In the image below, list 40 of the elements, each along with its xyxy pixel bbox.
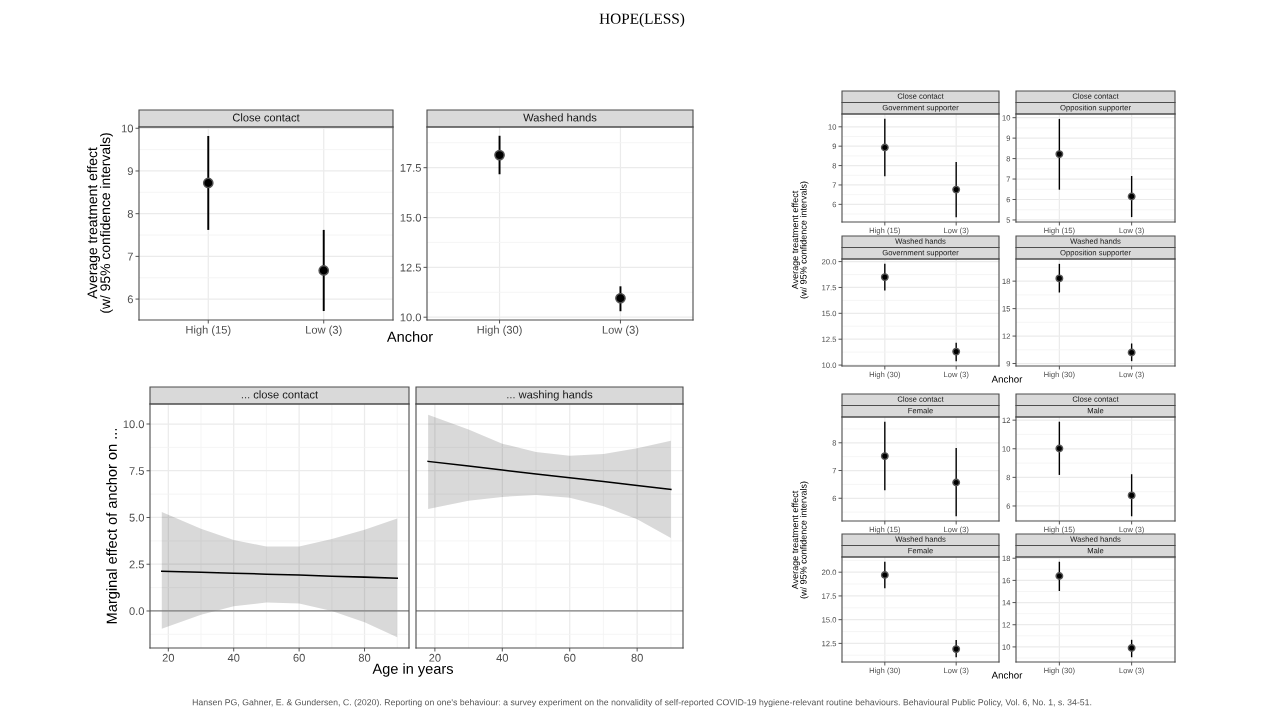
x-tick-label: 80 bbox=[631, 653, 643, 662]
x-axis-title: Anchor bbox=[991, 671, 1023, 679]
y-axis-title: Average treatment effect (w/ 95% confidence intervals) bbox=[87, 133, 113, 313]
x-tick-label: Low (3) bbox=[602, 325, 639, 336]
y-tick-label: 9 bbox=[127, 167, 133, 176]
x-tick-label: 40 bbox=[496, 653, 509, 662]
x-axis-title: Age in years bbox=[372, 663, 454, 677]
x-tick-label: 20 bbox=[429, 653, 441, 662]
chart-title: Washed hands bbox=[523, 113, 597, 122]
x-tick-label: 40 bbox=[227, 653, 240, 662]
y-tick-label: 7 bbox=[127, 252, 133, 261]
x-tick-label: Low (3) bbox=[306, 325, 342, 336]
y-tick-label: 5.0 bbox=[129, 513, 145, 522]
y-tick-label: 10.0 bbox=[123, 420, 145, 429]
y-tick-label: 17.5 bbox=[400, 164, 421, 172]
y-axis-title: Average treatment effect (w/ 95% confidence intervals) bbox=[791, 481, 809, 599]
chart-title: ... washing hands bbox=[507, 390, 593, 401]
y-tick-label: 6 bbox=[127, 295, 133, 304]
y-axis-title: Marginal effect of anchor on ... bbox=[106, 428, 120, 624]
x-tick-label: 60 bbox=[293, 653, 305, 662]
y-tick-label: 7.5 bbox=[129, 467, 144, 475]
y-tick-label: 10.0 bbox=[400, 313, 422, 322]
x-axis-title: Anchor bbox=[386, 331, 433, 342]
y-tick-label: 10 bbox=[121, 124, 134, 133]
text: HOPE(LESS) bbox=[599, 13, 685, 27]
x-tick-label: 60 bbox=[564, 653, 576, 662]
y-tick-label: 8 bbox=[127, 209, 133, 218]
y-tick-label: 2.5 bbox=[129, 560, 144, 569]
x-tick-label: 20 bbox=[162, 653, 175, 662]
x-axis-title: Anchor bbox=[991, 375, 1023, 383]
y-axis-title: Average treatment effect (w/ 95% confidence intervals) bbox=[791, 181, 809, 299]
chart-title: ... close contact bbox=[241, 390, 319, 399]
x-tick-label: High (30) bbox=[477, 325, 522, 336]
y-tick-label: 12.5 bbox=[400, 263, 421, 272]
y-tick-label: 0.0 bbox=[129, 607, 145, 616]
chart-title: Close contact bbox=[232, 113, 300, 122]
text: Hansen PG, Gahner, E. & Gundersen, C. (2020). Reporting on one's behaviour: a survey experiment on the nonvalidity of self-reported COVID-19 hygiene-relevant routine behaviours. Behavioural Public Policy, Vol. 6, No. 1, s. 34-51. bbox=[192, 698, 1092, 708]
y-tick-label: 15.0 bbox=[400, 213, 422, 222]
x-tick-label: 80 bbox=[358, 653, 371, 662]
x-tick-label: High (15) bbox=[186, 325, 231, 336]
